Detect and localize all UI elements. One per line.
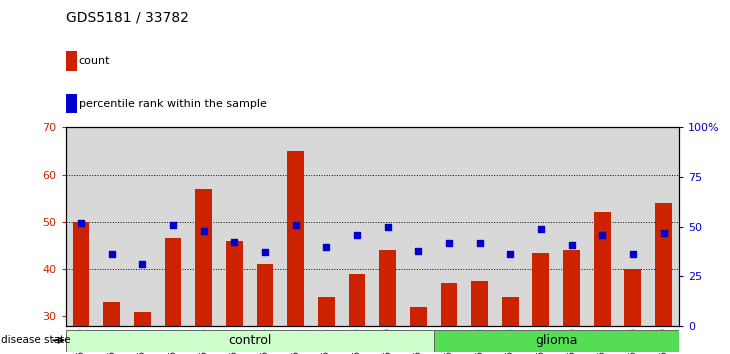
Bar bbox=[66, 127, 96, 326]
Point bbox=[320, 245, 332, 250]
Bar bbox=[348, 274, 366, 326]
Bar bbox=[495, 127, 526, 326]
Text: disease state: disease state bbox=[1, 335, 70, 345]
Bar bbox=[72, 222, 90, 326]
Point bbox=[106, 251, 118, 257]
Point bbox=[504, 251, 516, 257]
Bar bbox=[164, 238, 182, 326]
Text: percentile rank within the sample: percentile rank within the sample bbox=[79, 99, 266, 109]
Point bbox=[443, 241, 455, 246]
Bar bbox=[127, 127, 158, 326]
Point bbox=[351, 233, 363, 238]
Bar bbox=[280, 127, 311, 326]
Bar bbox=[403, 127, 434, 326]
Bar bbox=[556, 127, 587, 326]
Bar bbox=[593, 212, 611, 326]
Bar bbox=[618, 127, 648, 326]
Point bbox=[382, 224, 393, 229]
Bar bbox=[532, 252, 550, 326]
Bar bbox=[188, 127, 219, 326]
Point bbox=[535, 226, 547, 232]
Bar bbox=[250, 127, 280, 326]
Bar bbox=[526, 127, 556, 326]
Point bbox=[167, 222, 179, 227]
Bar bbox=[655, 203, 672, 326]
Bar bbox=[318, 297, 335, 326]
Text: control: control bbox=[228, 334, 272, 347]
Text: glioma: glioma bbox=[535, 334, 577, 347]
Bar bbox=[287, 151, 304, 326]
Point bbox=[474, 241, 485, 246]
Point bbox=[658, 231, 669, 236]
Bar bbox=[103, 302, 120, 326]
Bar bbox=[471, 281, 488, 326]
Bar bbox=[379, 250, 396, 326]
Point bbox=[137, 261, 148, 267]
Point bbox=[198, 228, 210, 233]
Bar bbox=[219, 127, 250, 326]
Bar bbox=[226, 241, 243, 326]
Bar bbox=[502, 297, 519, 326]
Bar bbox=[410, 307, 427, 326]
Point bbox=[290, 222, 301, 227]
Bar bbox=[624, 269, 642, 326]
Text: count: count bbox=[79, 56, 110, 66]
Point bbox=[75, 220, 87, 225]
Bar bbox=[66, 330, 434, 352]
Point bbox=[412, 249, 424, 254]
Bar bbox=[96, 127, 127, 326]
Point bbox=[228, 240, 240, 245]
Point bbox=[566, 242, 577, 248]
Bar bbox=[587, 127, 618, 326]
Bar bbox=[464, 127, 495, 326]
Bar bbox=[134, 312, 151, 326]
Bar bbox=[256, 264, 274, 326]
Point bbox=[596, 233, 608, 238]
Bar bbox=[342, 127, 372, 326]
Bar bbox=[311, 127, 342, 326]
Bar bbox=[434, 127, 464, 326]
Bar bbox=[158, 127, 188, 326]
Bar bbox=[434, 330, 679, 352]
Text: GDS5181 / 33782: GDS5181 / 33782 bbox=[66, 11, 188, 25]
Bar bbox=[440, 283, 458, 326]
Point bbox=[259, 250, 271, 255]
Bar bbox=[195, 189, 212, 326]
Bar bbox=[372, 127, 403, 326]
Point bbox=[627, 251, 639, 257]
Bar bbox=[563, 250, 580, 326]
Bar bbox=[648, 127, 679, 326]
